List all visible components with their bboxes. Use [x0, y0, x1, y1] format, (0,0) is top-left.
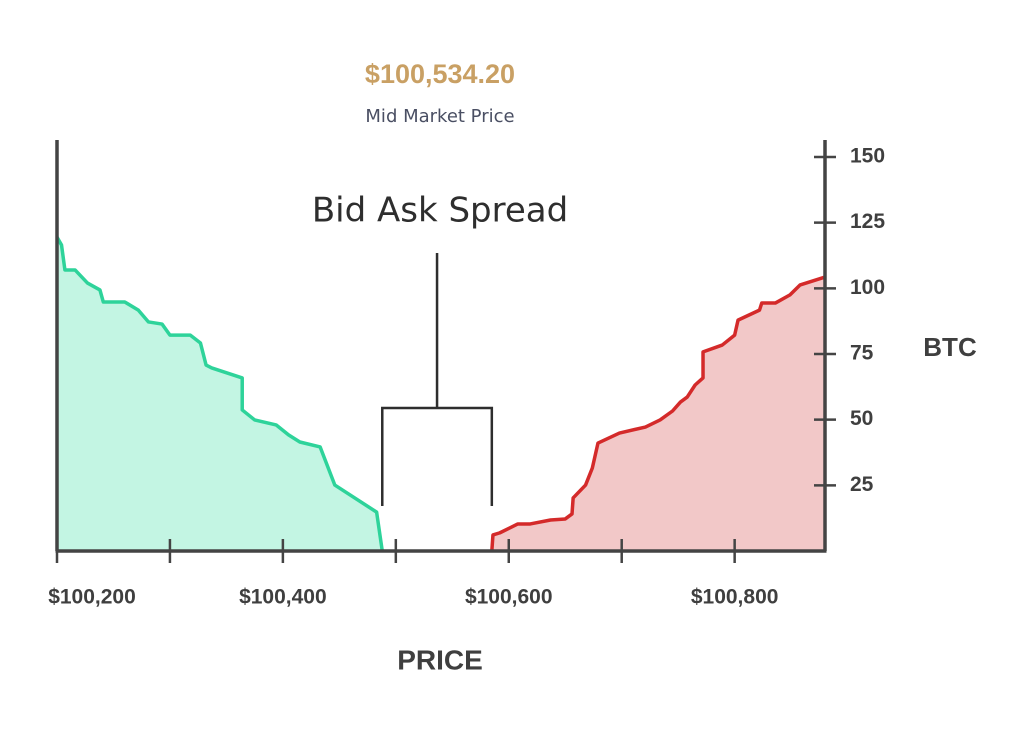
- y-tick-label: 150: [850, 145, 885, 168]
- y-tick-label: 25: [850, 473, 874, 496]
- depth-area: [491, 277, 825, 551]
- y-axis-label: BTC: [923, 332, 977, 362]
- depth-line: [490, 275, 826, 552]
- x-tick-label: $100,600: [465, 586, 553, 609]
- x-axis-label: PRICE: [397, 644, 483, 675]
- y-tick-label: 50: [850, 407, 873, 430]
- y-tick-label: 100: [850, 276, 885, 299]
- mid-price: $100,534.20: [365, 59, 515, 89]
- y-tick-label: 125: [850, 210, 885, 233]
- y-tick-label: 75: [850, 342, 874, 365]
- depth-line: [55, 236, 385, 552]
- x-tick-label: $100,400: [239, 586, 327, 609]
- spread-label: Bid Ask Spread: [312, 191, 568, 231]
- depth-area: [57, 237, 383, 551]
- x-tick-label: $100,200: [48, 586, 136, 609]
- x-tick-label: $100,800: [691, 586, 779, 609]
- spread-bracket: [381, 253, 494, 506]
- mid-price-caption: Mid Market Price: [365, 106, 514, 127]
